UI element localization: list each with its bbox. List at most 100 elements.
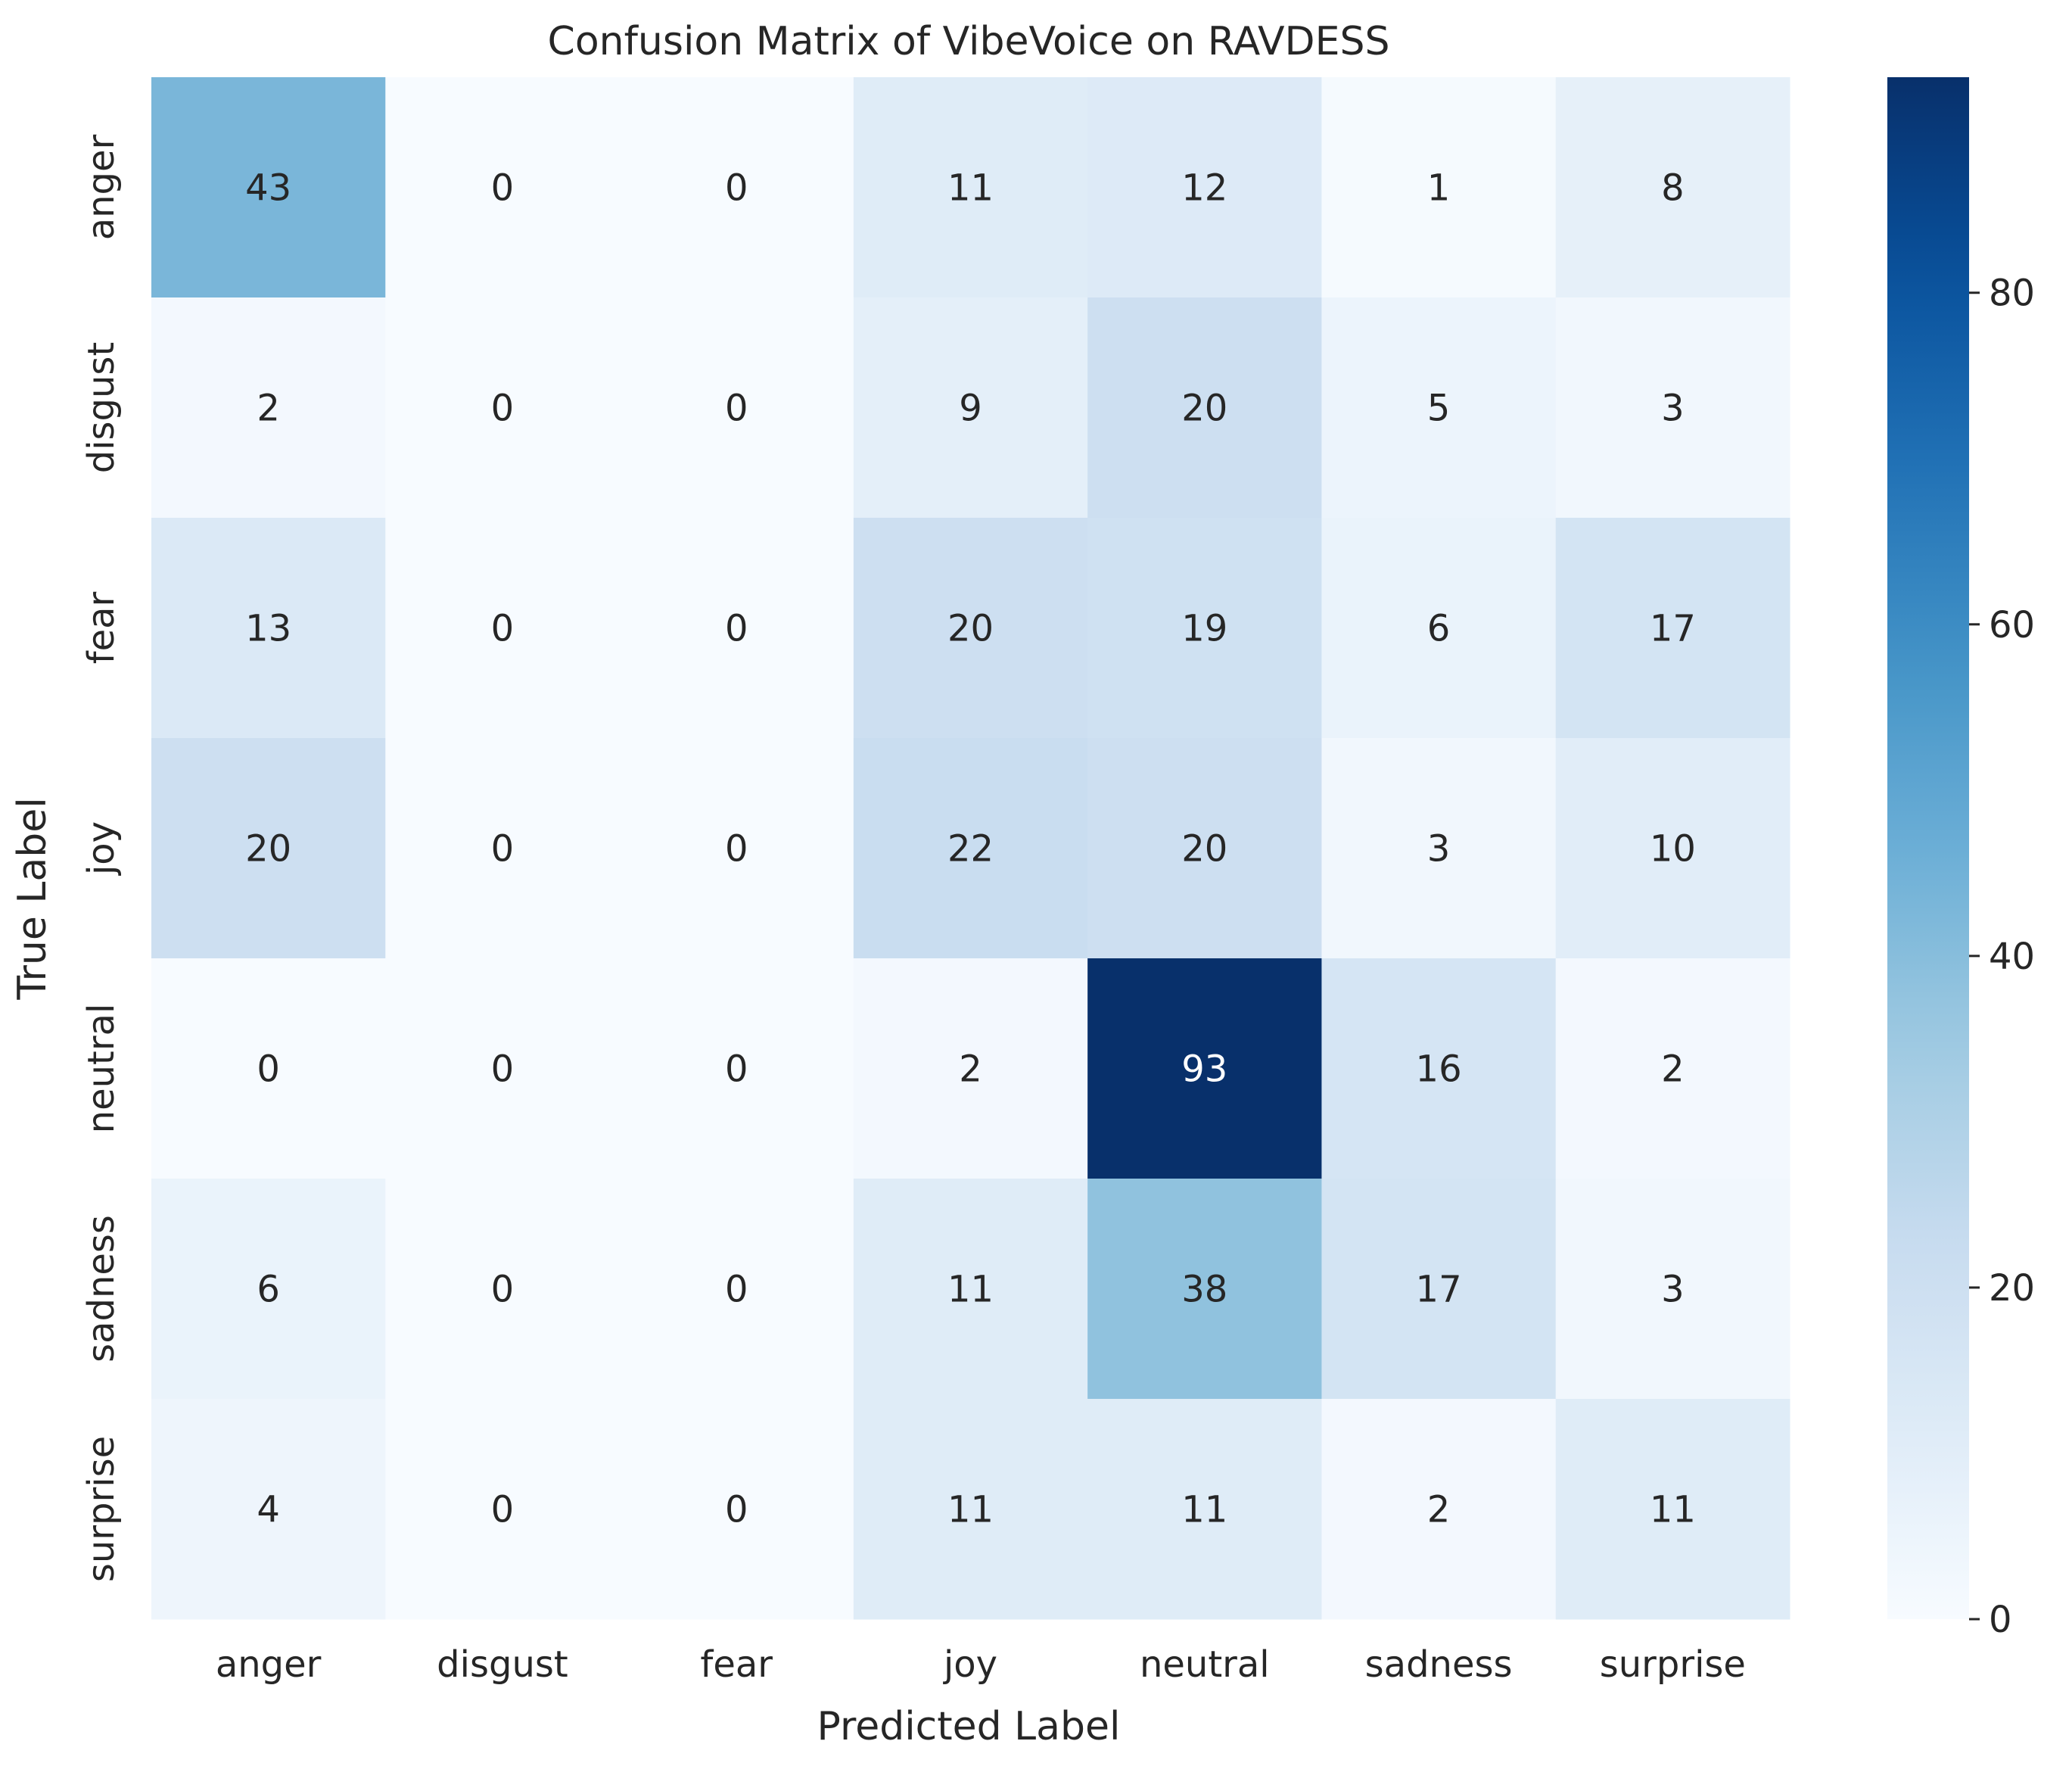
y-tick-label-surprise: surprise xyxy=(80,1436,123,1582)
x-tick-label-neutral: neutral xyxy=(1140,1643,1270,1686)
cell-value-label: 0 xyxy=(725,1489,748,1531)
cell-value-label: 17 xyxy=(1416,1269,1462,1311)
cell-value-label: 0 xyxy=(491,388,515,430)
cell-surprise-sadness xyxy=(1321,1399,1557,1620)
x-tick-label-fear: fear xyxy=(700,1643,773,1686)
cell-value-label: 5 xyxy=(1427,388,1451,430)
cell-surprise-disgust xyxy=(385,1399,621,1620)
cell-sadness-sadness xyxy=(1321,1179,1557,1400)
y-tick-label-fear: fear xyxy=(80,591,123,664)
cell-neutral-surprise xyxy=(1555,958,1790,1179)
cell-value-label: 17 xyxy=(1650,608,1696,650)
cell-sadness-surprise xyxy=(1555,1179,1790,1400)
cell-value-label: 20 xyxy=(1181,828,1227,871)
cell-fear-neutral xyxy=(1087,518,1322,739)
cell-joy-surprise xyxy=(1555,738,1790,959)
cell-value-label: 38 xyxy=(1181,1269,1227,1311)
cell-value-label: 20 xyxy=(1181,388,1227,430)
colorbar: 0 20 40 60 80 xyxy=(1887,77,2035,1641)
x-axis-label: Predicted Label xyxy=(817,1704,1121,1749)
cell-value-label: 0 xyxy=(725,1048,748,1091)
colorbar-tick-label-60: 60 xyxy=(1989,604,2035,646)
cell-value-label: 20 xyxy=(245,828,291,871)
cell-anger-neutral xyxy=(1087,77,1322,298)
cell-value-label: 11 xyxy=(947,1489,994,1531)
cell-value-label: 13 xyxy=(245,608,291,650)
cell-value-label: 22 xyxy=(947,828,994,871)
cell-anger-joy xyxy=(853,77,1088,298)
cell-value-label: 43 xyxy=(245,167,291,210)
cell-value-label: 2 xyxy=(257,388,280,430)
cell-value-label: 2 xyxy=(1661,1048,1685,1091)
cell-disgust-surprise xyxy=(1555,297,1790,519)
cell-value-label: 0 xyxy=(725,828,748,871)
cell-value-label: 6 xyxy=(1427,608,1451,650)
cell-neutral-neutral xyxy=(1087,958,1322,1179)
cell-anger-fear xyxy=(619,77,854,298)
cell-value-label: 8 xyxy=(1661,167,1685,210)
x-tick-label-anger: anger xyxy=(216,1643,322,1686)
cell-anger-disgust xyxy=(385,77,621,298)
cell-sadness-neutral xyxy=(1087,1179,1322,1400)
cell-disgust-joy xyxy=(853,297,1088,519)
cell-value-label: 19 xyxy=(1181,608,1227,650)
cell-value-label: 0 xyxy=(725,388,748,430)
cell-value-label: 93 xyxy=(1181,1048,1227,1091)
cell-value-label: 3 xyxy=(1427,828,1451,871)
y-tick-label-joy: joy xyxy=(80,821,123,876)
cell-value-label: 16 xyxy=(1416,1048,1462,1091)
cell-disgust-neutral xyxy=(1087,297,1322,519)
colorbar-tick-label-80: 80 xyxy=(1989,273,2035,315)
cell-value-label: 2 xyxy=(959,1048,982,1091)
cell-value-label: 0 xyxy=(491,1489,515,1531)
cell-value-label: 3 xyxy=(1661,1269,1685,1311)
x-tick-label-disgust: disgust xyxy=(437,1643,568,1686)
cell-value-label: 0 xyxy=(725,608,748,650)
cell-neutral-fear xyxy=(619,958,854,1179)
cell-anger-sadness xyxy=(1321,77,1557,298)
cell-sadness-joy xyxy=(853,1179,1088,1400)
y-tick-label-neutral: neutral xyxy=(80,1004,123,1134)
cell-value-label: 10 xyxy=(1650,828,1696,871)
colorbar-tick-label-0: 0 xyxy=(1989,1599,2012,1641)
cell-surprise-surprise xyxy=(1555,1399,1790,1620)
x-axis-ticks: anger disgust fear joy neutral sadness surpris… xyxy=(216,1643,1746,1686)
y-tick-label-anger: anger xyxy=(80,134,123,240)
x-tick-label-surprise: surprise xyxy=(1600,1643,1746,1686)
cell-value-label: 0 xyxy=(491,1048,515,1091)
cell-sadness-fear xyxy=(619,1179,854,1400)
cell-value-label: 4 xyxy=(257,1489,280,1531)
cell-value-label: 0 xyxy=(725,167,748,210)
cell-value-label: 0 xyxy=(257,1048,280,1091)
cell-value-label: 11 xyxy=(947,167,994,210)
cell-joy-fear xyxy=(619,738,854,959)
cell-fear-anger xyxy=(151,518,386,739)
cell-value-label: 11 xyxy=(947,1269,994,1311)
cell-value-label: 9 xyxy=(959,388,982,430)
cell-surprise-joy xyxy=(853,1399,1088,1620)
cell-fear-disgust xyxy=(385,518,621,739)
cell-value-label: 0 xyxy=(491,1269,515,1311)
cell-fear-joy xyxy=(853,518,1088,739)
cell-value-label: 11 xyxy=(1181,1489,1227,1531)
cell-value-label: 20 xyxy=(947,608,994,650)
x-tick-label-sadness: sadness xyxy=(1365,1643,1513,1686)
cell-anger-surprise xyxy=(1555,77,1790,298)
cell-value-label: 12 xyxy=(1181,167,1227,210)
y-axis-ticks: anger disgust fear joy neutral sadness surpris… xyxy=(80,134,123,1582)
cell-neutral-joy xyxy=(853,958,1088,1179)
colorbar-tick-label-20: 20 xyxy=(1989,1267,2035,1310)
colorbar-gradient xyxy=(1887,77,1969,1619)
cell-disgust-disgust xyxy=(385,297,621,519)
cell-joy-sadness xyxy=(1321,738,1557,959)
cell-joy-anger xyxy=(151,738,386,959)
cell-neutral-disgust xyxy=(385,958,621,1179)
cell-surprise-fear xyxy=(619,1399,854,1620)
cell-neutral-anger xyxy=(151,958,386,1179)
cell-value-label: 1 xyxy=(1427,167,1451,210)
cell-value-label: 2 xyxy=(1427,1489,1451,1531)
colorbar-tick-label-40: 40 xyxy=(1989,936,2035,978)
y-axis-label: True Label xyxy=(10,797,55,1000)
